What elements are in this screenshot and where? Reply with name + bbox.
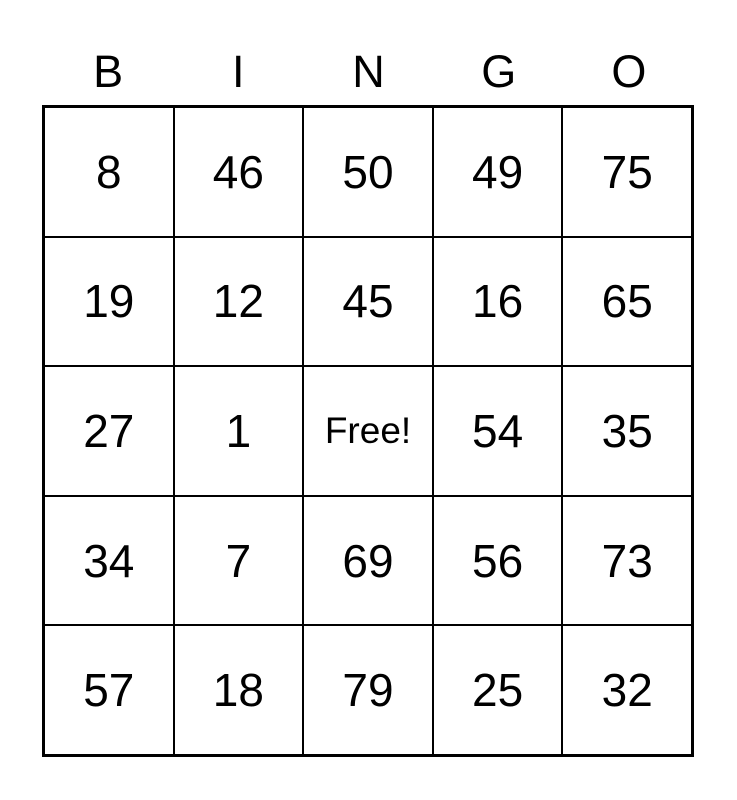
header-letter-i: I — [232, 46, 245, 97]
bingo-cell[interactable]: 16 — [432, 236, 563, 367]
header-letter-o: O — [611, 46, 647, 97]
bingo-cell[interactable]: 50 — [303, 107, 433, 237]
bingo-cell[interactable]: 49 — [432, 107, 563, 237]
header-letter-g: G — [481, 46, 517, 97]
bingo-cell[interactable]: 75 — [562, 107, 692, 237]
bingo-cell[interactable]: 27 — [44, 366, 174, 496]
bingo-cell[interactable]: 79 — [303, 625, 433, 755]
bingo-cell[interactable]: 65 — [562, 236, 692, 367]
bingo-cell[interactable]: 32 — [562, 625, 692, 755]
bingo-cell[interactable]: 18 — [173, 625, 304, 755]
header-letter-b: B — [93, 46, 124, 97]
bingo-cell[interactable]: 25 — [432, 625, 563, 755]
bingo-cell[interactable]: 7 — [173, 495, 304, 626]
bingo-cell[interactable]: 54 — [432, 366, 563, 496]
bingo-grid: 8 46 50 49 75 19 12 45 16 65 27 1 Free! 54 35 34 7 69 56 73… — [42, 105, 694, 757]
bingo-cell[interactable]: 1 — [173, 366, 304, 496]
bingo-cell[interactable]: 69 — [303, 495, 433, 626]
header-letter-n: N — [352, 46, 385, 97]
bingo-cell[interactable]: 73 — [562, 495, 692, 626]
bingo-cell[interactable]: 12 — [173, 236, 304, 367]
bingo-cell[interactable]: 57 — [44, 625, 174, 755]
free-space-cell[interactable]: Free! — [303, 366, 433, 496]
bingo-cell[interactable]: 35 — [562, 366, 692, 496]
bingo-cell[interactable]: 56 — [432, 495, 563, 626]
bingo-cell[interactable]: 19 — [44, 236, 174, 367]
bingo-cell[interactable]: 45 — [303, 236, 433, 367]
bingo-cell[interactable]: 34 — [44, 495, 174, 626]
bingo-header: B I N G O — [43, 40, 694, 104]
bingo-cell[interactable]: 46 — [173, 107, 304, 237]
bingo-cell[interactable]: 8 — [44, 107, 174, 237]
